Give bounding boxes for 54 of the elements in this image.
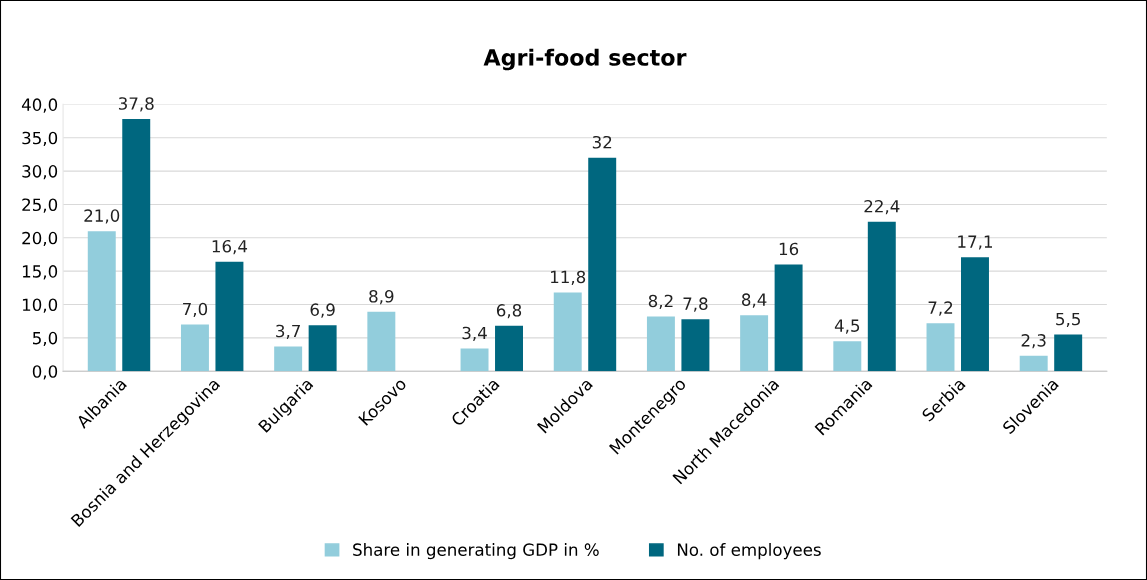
y-tick-label: 15,0: [22, 265, 58, 280]
data-label: 11,8: [551, 270, 586, 285]
data-label: 21,0: [84, 209, 120, 224]
bar: [740, 315, 769, 372]
chart-title: Agri-food sector: [483, 48, 687, 71]
y-tick-label: 0,0: [32, 365, 58, 380]
legend-label: No. of employees: [677, 543, 821, 560]
data-label: 7,8: [683, 297, 708, 312]
bar: [961, 257, 989, 372]
data-label: 32: [592, 135, 612, 149]
y-tick-label: 20,0: [22, 231, 58, 247]
bar: [308, 325, 337, 372]
y-tick-label: 40,0: [21, 98, 58, 113]
bar: [215, 261, 244, 372]
bar: [122, 119, 151, 372]
data-label: 6,8: [496, 304, 522, 319]
bar: [1019, 355, 1048, 372]
bar: [774, 264, 803, 372]
bar: [681, 319, 710, 372]
bar: [867, 221, 896, 372]
data-label: 2,3: [1021, 334, 1046, 349]
bar: [460, 348, 489, 372]
bar: [180, 324, 209, 372]
bar: [553, 292, 582, 372]
bar: [833, 341, 862, 372]
bar: [495, 325, 523, 372]
y-tick-label: 30,0: [22, 165, 58, 180]
data-label: 8,2: [648, 294, 673, 309]
bar: [274, 346, 303, 372]
legend-label: Share in generating GDP in %: [353, 543, 599, 560]
y-tick-label: 25,0: [22, 198, 58, 213]
y-tick-label: 10,0: [22, 298, 58, 313]
data-label: 7,0: [183, 302, 208, 317]
data-label: 6,9: [310, 303, 335, 318]
data-label: 8,4: [741, 293, 767, 308]
data-label: 17,1: [958, 235, 992, 250]
bar: [1054, 334, 1083, 372]
data-label: 7,2: [928, 301, 953, 316]
data-label: 3,4: [462, 326, 487, 341]
y-tick-label: 35,0: [22, 131, 58, 147]
data-label: 16: [779, 242, 799, 256]
y-tick-label: 5,0: [33, 331, 58, 347]
bar: [646, 316, 675, 372]
data-label: 4,5: [834, 319, 860, 334]
data-label: 8,9: [369, 290, 394, 305]
bar: [588, 157, 617, 372]
bar: [367, 311, 396, 372]
data-label: 5,5: [1056, 312, 1080, 327]
bar: [87, 231, 116, 372]
data-label: 37,8: [118, 97, 154, 112]
data-label: 22,4: [864, 199, 900, 215]
data-label: 3,7: [276, 324, 300, 339]
data-label: 16,4: [212, 239, 248, 255]
bar: [926, 323, 955, 372]
